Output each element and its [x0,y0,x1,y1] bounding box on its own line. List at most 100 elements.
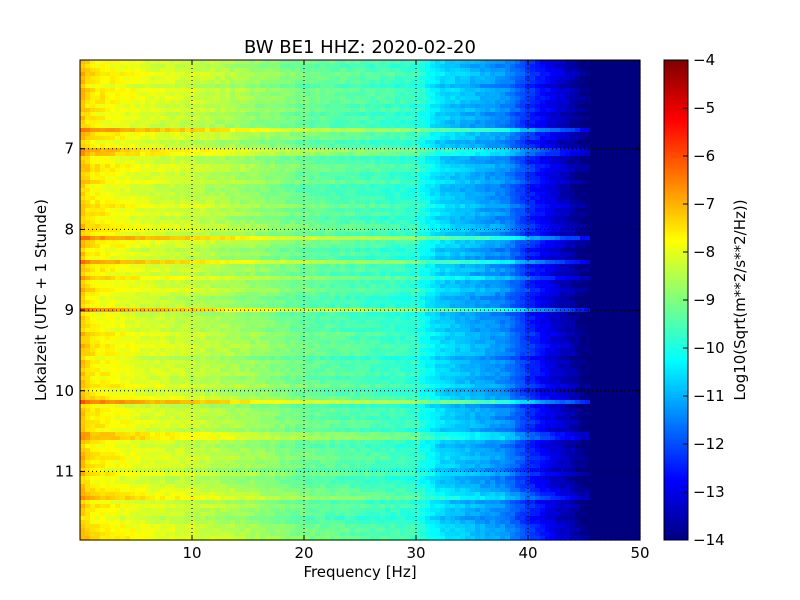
heatmap-cell [465,172,471,177]
heatmap-cell [360,80,366,85]
heatmap-cell [295,72,301,77]
heatmap-cell [590,224,596,229]
heatmap-cell [480,224,486,229]
heatmap-cell [175,180,181,185]
heatmap-cell [390,192,396,197]
heatmap-cell [425,220,431,225]
heatmap-cell [485,104,491,109]
heatmap-cell [295,212,301,217]
heatmap-cell [520,184,526,189]
heatmap-cell [405,152,411,157]
heatmap-cell [610,76,616,81]
heatmap-cell [355,112,361,117]
heatmap-cell [220,120,226,125]
heatmap-cell [140,100,146,105]
heatmap-cell [150,224,156,229]
heatmap-cell [545,92,551,97]
heatmap-cell [145,120,151,125]
heatmap-cell [560,164,566,169]
heatmap-cell [600,228,606,233]
heatmap-cell [200,220,206,225]
heatmap-cell [80,156,86,161]
heatmap-cell [295,132,301,137]
heatmap-cell [445,184,451,189]
heatmap-cell [450,224,456,229]
heatmap-cell [515,192,521,197]
heatmap-cell [285,136,291,141]
heatmap-cell [370,104,376,109]
heatmap-cell [450,172,456,177]
heatmap-cell [370,96,376,101]
heatmap-cell [305,132,311,137]
heatmap-cell [430,148,436,153]
heatmap-cell [200,204,206,209]
heatmap-cell [235,80,241,85]
heatmap-cell [465,92,471,97]
heatmap-cell [175,84,181,89]
heatmap-cell [385,236,391,241]
heatmap-cell [510,76,516,81]
heatmap-cell [190,168,196,173]
heatmap-cell [475,84,481,89]
heatmap-cell [180,108,186,113]
heatmap-cell [310,204,316,209]
heatmap-cell [605,212,611,217]
heatmap-cell [310,72,316,77]
heatmap-cell [575,180,581,185]
heatmap-cell [500,224,506,229]
heatmap-cell [230,160,236,165]
heatmap-cell [185,168,191,173]
heatmap-cell [175,60,181,65]
heatmap-cell [170,76,176,81]
heatmap-cell [430,204,436,209]
heatmap-cell [365,96,371,101]
heatmap-cell [100,208,106,213]
heatmap-cell [535,228,541,233]
heatmap-cell [335,204,341,209]
heatmap-cell [545,200,551,205]
heatmap-cell [150,216,156,221]
heatmap-cell [490,196,496,201]
heatmap-cell [500,80,506,85]
heatmap-cell [345,168,351,173]
heatmap-cell [460,100,466,105]
heatmap-cell [135,180,141,185]
heatmap-cell [465,160,471,165]
heatmap-cell [225,192,231,197]
heatmap-cell [370,192,376,197]
heatmap-cell [220,60,226,65]
heatmap-cell [135,196,141,201]
heatmap-cell [390,164,396,169]
heatmap-cell [145,60,151,65]
heatmap-cell [410,64,416,69]
heatmap-cell [575,192,581,197]
heatmap-cell [545,64,551,69]
heatmap-cell [555,112,561,117]
heatmap-cell [290,80,296,85]
heatmap-cell [565,92,571,97]
heatmap-cell [580,124,586,129]
heatmap-cell [195,212,201,217]
heatmap-cell [440,60,446,65]
heatmap-cell [290,72,296,77]
heatmap-cell [355,92,361,97]
heatmap-cell [500,156,506,161]
heatmap-cell [195,228,201,233]
heatmap-cell [265,64,271,69]
heatmap-cell [320,176,326,181]
heatmap-cell [555,160,561,165]
heatmap-cell [235,64,241,69]
heatmap-cell [405,148,411,153]
heatmap-cell [595,60,601,65]
heatmap-cell [635,96,641,101]
heatmap-cell [435,156,441,161]
heatmap-cell [195,80,201,85]
heatmap-cell [80,84,86,89]
heatmap-cell [470,124,476,129]
heatmap-cell [255,220,261,225]
heatmap-cell [525,88,531,93]
heatmap-cell [455,88,461,93]
heatmap-cell [410,220,416,225]
heatmap-cell [375,64,381,69]
heatmap-cell [530,128,536,133]
